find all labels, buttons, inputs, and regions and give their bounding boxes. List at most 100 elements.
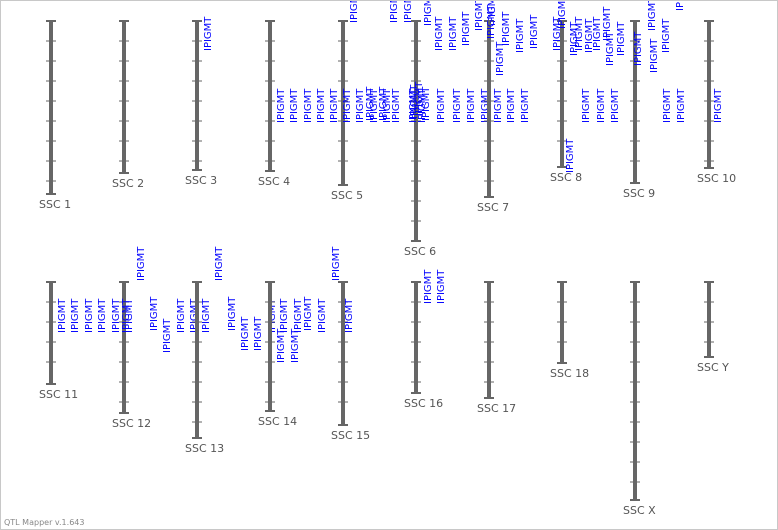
qtl-label[interactable]: IPIGMT (466, 88, 477, 123)
qtl-label[interactable]: IPIGMT (557, 1, 568, 29)
qtl-label[interactable]: IPIGMT (136, 246, 147, 281)
qtl-label[interactable]: IPIGMT (676, 88, 687, 123)
qtl-label[interactable]: IPIGMT (529, 14, 540, 49)
qtl-label[interactable]: IPIGMT (480, 88, 491, 123)
qtl-label[interactable]: IPIGMT (592, 16, 603, 51)
qtl-label[interactable]: IPIGMT (276, 88, 287, 123)
qtl-label[interactable]: IPIGMT (610, 88, 621, 123)
qtl-label[interactable]: IPIGMT (452, 88, 463, 123)
qtl-label[interactable]: IPIGMT (331, 246, 342, 281)
chromosome-ssc-15[interactable]: SSC 15 IPIGMT IPIGMT (331, 246, 370, 442)
chromosome-bar[interactable] (414, 282, 418, 393)
qtl-label[interactable]: IPIGMT (279, 298, 290, 333)
chromosome-bar[interactable] (195, 282, 199, 438)
chromosome-ssc-2[interactable]: SSC 2 (112, 20, 144, 190)
qtl-label[interactable]: IPIGMT (414, 81, 425, 116)
chromosome-ssc-17[interactable]: SSC 17 (477, 281, 516, 415)
qtl-label[interactable]: IPIGMT (342, 88, 353, 123)
qtl-label[interactable]: IPIGMT (201, 298, 212, 333)
chromosome-bar[interactable] (122, 282, 126, 413)
qtl-label[interactable]: IPIGMT (596, 88, 607, 123)
qtl-label[interactable]: IPIGMT (389, 1, 400, 23)
qtl-label[interactable]: IPIGMT (316, 88, 327, 123)
qtl-label[interactable]: IPIGMT (369, 88, 380, 123)
qtl-label[interactable]: IPIGMT (565, 138, 576, 173)
chromosome-bar[interactable] (195, 21, 199, 170)
qtl-label[interactable]: IPIGMT (423, 1, 434, 26)
chromosome-bar[interactable] (268, 282, 272, 411)
qtl-label[interactable]: IPIGMT (434, 16, 445, 51)
chromosome-ssc-x[interactable]: SSC X (623, 281, 656, 517)
chromosome-bar[interactable] (268, 21, 272, 171)
qtl-label[interactable]: IPIGMT (584, 18, 595, 53)
qtl-label[interactable]: IPIGMT (515, 18, 526, 53)
chromosome-bar[interactable] (341, 21, 345, 185)
qtl-label[interactable]: IPIGMT (403, 1, 414, 23)
qtl-label[interactable]: IPIGMT (421, 86, 432, 121)
qtl-label[interactable]: IPIGMT (162, 318, 173, 353)
qtl-label[interactable]: IPIGMT (569, 21, 580, 56)
chromosome-bar[interactable] (341, 282, 345, 425)
qtl-label[interactable]: IPIGMT (203, 16, 214, 51)
qtl-label[interactable]: IPIGMT (574, 16, 585, 51)
qtl-label[interactable]: IPIGMT (317, 298, 328, 333)
chromosome-ssc-18[interactable]: SSC 18 (550, 281, 589, 380)
qtl-label[interactable]: IPIGMT (647, 1, 658, 31)
qtl-label[interactable]: IPIGMT (495, 41, 506, 76)
chromosome-bar[interactable] (122, 21, 126, 173)
qtl-label[interactable]: IPIGMT (176, 298, 187, 333)
chromosome-bar[interactable] (487, 21, 491, 197)
qtl-label[interactable]: IPIGMT (461, 11, 472, 46)
qtl-label[interactable]: IPIGMT (293, 298, 304, 333)
chromosome-bar[interactable] (414, 21, 418, 241)
chromosome-ssc-16[interactable]: SSC 16 IPIGMT IPIGMT (404, 269, 447, 410)
qtl-label[interactable]: IPIGMT (97, 298, 108, 333)
chromosome-bar[interactable] (487, 282, 491, 398)
qtl-label[interactable]: IPIGMT (436, 88, 447, 123)
qtl-label[interactable]: IPIGMT (227, 296, 238, 331)
qtl-label[interactable]: IPIGMT (329, 88, 340, 123)
qtl-label[interactable]: IPIGMT (365, 86, 376, 121)
chromosome-bar[interactable] (49, 21, 53, 194)
qtl-label[interactable]: IPIGMT (303, 296, 314, 331)
qtl-label[interactable]: IPIGMT (552, 16, 563, 51)
qtl-label[interactable]: IPIGMT (149, 296, 160, 331)
qtl-label[interactable]: IPIGMT (649, 38, 660, 73)
qtl-label[interactable]: IPIGMT (662, 88, 673, 123)
chromosome-ssc-10[interactable]: SSC 10 IPIGMT (697, 20, 736, 185)
qtl-label[interactable]: IPIGMT (713, 88, 724, 123)
qtl-label[interactable]: IPIGMT (289, 88, 300, 123)
qtl-label[interactable]: IPIGMT (111, 298, 122, 333)
qtl-label[interactable]: IPIGMT (355, 88, 366, 123)
qtl-label[interactable]: IPIGMT (378, 86, 389, 121)
chromosome-bar[interactable] (560, 21, 564, 167)
chromosome-bar[interactable] (49, 282, 53, 384)
qtl-label[interactable]: IPIGMT (474, 1, 485, 31)
qtl-label[interactable]: IPIGMT (605, 31, 616, 66)
qtl-label[interactable]: IPIGMT (581, 88, 592, 123)
qtl-label[interactable]: IPIGMT (409, 84, 420, 119)
qtl-label[interactable]: IPIGMT (84, 298, 95, 333)
qtl-label[interactable]: IPIGMT (661, 18, 672, 53)
qtl-label[interactable]: IPIGMT (602, 6, 613, 41)
qtl-label[interactable]: IPIGMT (633, 31, 644, 66)
qtl-label[interactable]: IPIGMT (124, 298, 135, 333)
qtl-label[interactable]: IPIGMT (344, 298, 355, 333)
qtl-label[interactable]: IPIGMT (520, 88, 531, 123)
qtl-label[interactable]: IPIGMT (214, 246, 225, 281)
qtl-label[interactable]: IPIGMT (506, 88, 517, 123)
qtl-label[interactable]: IPIGMT (448, 16, 459, 51)
qtl-label[interactable]: IPIGMT (303, 88, 314, 123)
chromosome-bar[interactable] (633, 21, 637, 183)
qtl-label[interactable]: IPIGMT (253, 316, 264, 351)
qtl-label[interactable]: IPIGMT (382, 88, 393, 123)
chromosome-ssc-3[interactable]: SSC 3 IPIGMT (185, 16, 217, 187)
